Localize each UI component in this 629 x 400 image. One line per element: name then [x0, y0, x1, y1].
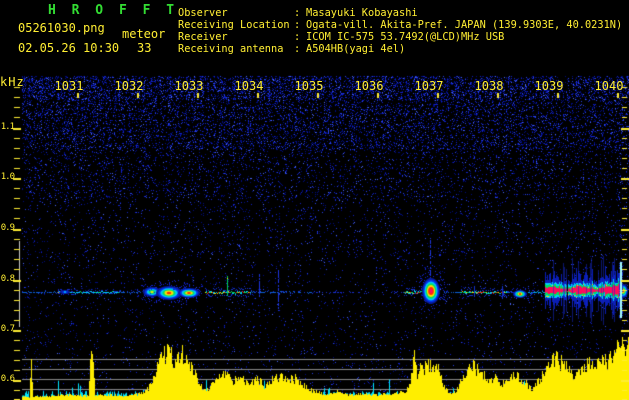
- info-row: Receiving antenna: A504HB(yagi 4el): [178, 43, 622, 55]
- freq-unit-label: kHz: [0, 75, 25, 89]
- info-label: Receiving Location: [178, 19, 290, 31]
- spectrogram-canvas: [0, 73, 629, 400]
- info-row: Receiver: ICOM IC-575 53.7492(@LCD)MHz US…: [178, 31, 622, 43]
- info-label: Observer: [178, 7, 228, 19]
- time-axis-label: 1039: [534, 79, 564, 93]
- info-value: Ogata-vill. Akita-Pref. JAPAN (139.9303E…: [306, 19, 623, 31]
- info-value: ICOM IC-575 53.7492(@LCD)MHz USB: [306, 31, 505, 43]
- time-axis-label: 1040: [594, 79, 624, 93]
- freq-axis-label: 0.8: [0, 274, 15, 284]
- time-axis-label: 1031: [54, 79, 84, 93]
- time-axis-label: 1032: [114, 79, 144, 93]
- time-axis-label: 1038: [474, 79, 504, 93]
- output-filename: 05261030.png: [18, 21, 105, 35]
- freq-axis-label: 0.9: [0, 223, 15, 233]
- station-info-block: Observer: Masayuki Kobayashi Receiving Loc…: [178, 7, 622, 55]
- time-axis-label: 1035: [294, 79, 324, 93]
- info-colon: :: [294, 31, 301, 43]
- freq-axis-label: 0.6: [0, 374, 15, 384]
- time-axis-label: 1037: [414, 79, 444, 93]
- info-value: A504HB(yagi 4el): [306, 43, 406, 55]
- freq-axis-label: 0.7: [0, 324, 15, 334]
- time-axis-label: 1036: [354, 79, 384, 93]
- info-colon: :: [294, 7, 301, 19]
- info-value: Masayuki Kobayashi: [306, 7, 418, 19]
- app-title: H R O F F T: [48, 3, 179, 18]
- info-row: Receiving Location: Ogata-vill. Akita-Pre…: [178, 19, 622, 31]
- time-axis-label: 1033: [174, 79, 204, 93]
- info-label: Receiver: [178, 31, 228, 43]
- header: H R O F F T 05261030.png meteor 02.05.26…: [0, 0, 629, 73]
- echo-count: 33: [137, 41, 152, 55]
- info-row: Observer: Masayuki Kobayashi: [178, 7, 622, 19]
- info-colon: :: [294, 19, 301, 31]
- mode-label: meteor: [122, 27, 166, 41]
- info-label: Receiving antenna: [178, 43, 284, 55]
- info-colon: :: [294, 43, 301, 55]
- time-axis-label: 1034: [234, 79, 264, 93]
- datetime-label: 02.05.26 10:30: [18, 41, 120, 55]
- freq-axis-label: 1.0: [0, 172, 15, 182]
- freq-axis-label: 1.1: [0, 122, 15, 132]
